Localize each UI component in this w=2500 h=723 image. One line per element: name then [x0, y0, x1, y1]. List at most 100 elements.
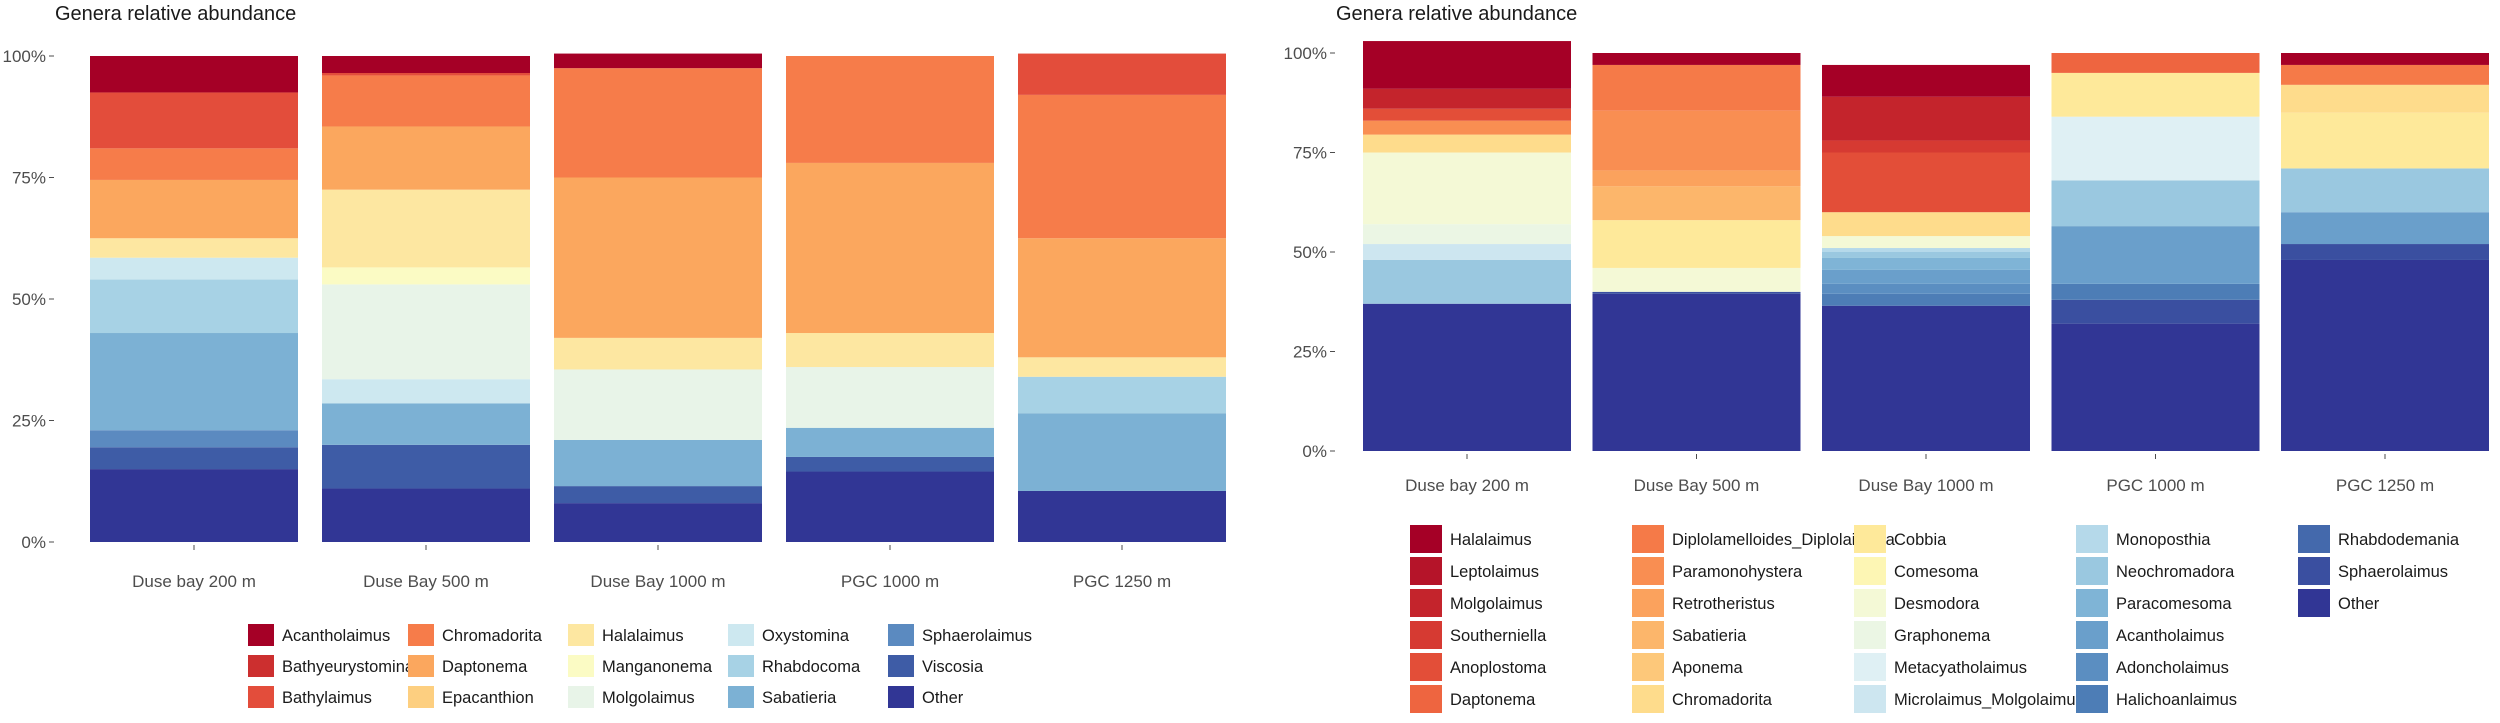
bar-segment-viscosia-4 — [786, 456, 994, 472]
bar-segment-other-1 — [90, 469, 298, 542]
legend-swatch-rhabdocoma — [728, 655, 754, 677]
x-tick-label: Duse Bay 1000 m — [1858, 476, 1993, 495]
bar-segment-anoplostoma-1 — [1363, 108, 1571, 121]
right-stacked-bar-chart: 0% 25% 50% 75% 100% Duse bay 200 m Duse Bay 50… — [1284, 41, 2489, 495]
legend-swatch-chromadorita — [408, 624, 434, 646]
x-tick-label: Duse Bay 500 m — [363, 572, 489, 591]
legend-swatch-halalaimus — [568, 624, 594, 646]
legend-label-bathylaimus: Bathylaimus — [282, 689, 372, 707]
left-stacked-bar-chart: 0% 25% 50% 75% 100% Duse bay 200 m Duse Bay 50… — [3, 47, 1226, 591]
legend-label-graphonema: Graphonema — [1894, 627, 1991, 645]
bar-segment-bathylaimus-1 — [90, 92, 298, 149]
legend-label-halalaimus: Halalaimus — [1450, 531, 1532, 549]
bar-segment-sabatieria-3 — [554, 439, 762, 487]
bar-segment-other-5 — [1018, 490, 1226, 542]
legend-swatch-aponema — [1632, 653, 1664, 681]
left-chart-title: Genera relative abundance — [55, 3, 296, 25]
right-chart-title: Genera relative abundance — [1336, 3, 1577, 25]
bar-segment-bathylaimus-5 — [1018, 53, 1226, 95]
legend-label-cobbia: Cobbia — [1894, 531, 1947, 549]
y-tick-label: 75% — [1293, 144, 1327, 163]
bar-segment-cobbia-2 — [1592, 220, 1801, 268]
legend-label-other: Other — [2338, 595, 2380, 613]
y-tick-label: 25% — [12, 412, 46, 431]
legend-swatch-anoplostoma — [1410, 653, 1442, 681]
y-tick-label: 0% — [21, 533, 46, 552]
legend-swatch-viscosia — [888, 655, 914, 677]
bar-segment-manganonema-2 — [322, 267, 530, 285]
bar-segment-other-3 — [1822, 305, 2030, 451]
legend-label-comesoma: Comesoma — [1894, 563, 1979, 581]
bar-segment-other-4 — [786, 471, 994, 542]
legend-label-diplolamelloides-diplolaimella: Diplolamelloides_Diplolaimella — [1672, 531, 1896, 549]
bar-segment-acantholaimus-3 — [1822, 269, 2030, 284]
x-tick-label: Duse bay 200 m — [132, 572, 256, 591]
bar-segment-molgolaimus-4 — [786, 367, 994, 428]
legend-swatch-sphaerolaimus — [2298, 557, 2330, 585]
legend-swatch-oxystomina — [728, 624, 754, 646]
legend-swatch-cobbia — [1854, 525, 1886, 553]
bar-segment-daptonema-4 — [2051, 53, 2260, 73]
bar-segment-daptonema-5 — [1018, 238, 1226, 358]
bar-segment-rhabdocoma-5 — [1018, 376, 1226, 414]
legend-swatch-diplolamelloides-diplolaimella — [1632, 525, 1664, 553]
legend-swatch-desmodora — [1854, 589, 1886, 617]
y-tick-label: 50% — [1293, 243, 1327, 262]
bar-segment-rhabdocoma-1 — [90, 279, 298, 334]
bar-segment-halalaimus-4 — [786, 333, 994, 368]
legend-swatch-comesoma — [1854, 557, 1886, 585]
legend-label-daptonema: Daptonema — [442, 658, 528, 676]
bar-segment-retrotheristus-2 — [1592, 170, 1801, 187]
legend-label-anoplostoma: Anoplostoma — [1450, 659, 1547, 677]
legend-swatch-halichoanlaimus — [2076, 685, 2108, 713]
bar-segment-chromadorita-2 — [322, 75, 530, 127]
bar-segment-chromadorita-1 — [1363, 134, 1571, 153]
bar-segment-chromadorita-5 — [1018, 94, 1226, 239]
legend-swatch-microlaimus-molgolaimus — [1854, 685, 1886, 713]
bar-segment-viscosia-1 — [90, 447, 298, 470]
legend-label-desmodora: Desmodora — [1894, 595, 1980, 613]
legend-label-paramonohystera: Paramonohystera — [1672, 563, 1803, 581]
legend-label-sabatieria: Sabatieria — [1672, 627, 1747, 645]
legend-label-other: Other — [922, 689, 964, 707]
bar-segment-oxystomina-2 — [322, 379, 530, 404]
legend-label-aponema: Aponema — [1672, 659, 1743, 677]
bar-segment-halalaimus-3 — [1822, 64, 2030, 97]
legend-label-oxystomina: Oxystomina — [762, 627, 850, 645]
bar-segment-metacyatholaimus-4 — [2051, 116, 2260, 181]
x-tick-label: Duse bay 200 m — [1405, 476, 1529, 495]
legend-swatch-acantholaimus — [2076, 621, 2108, 649]
bar-segment-molgolaimus-3 — [554, 369, 762, 440]
legend-label-acantholaimus: Acantholaimus — [282, 627, 390, 645]
legend-label-bathyeurystomina: Bathyeurystomina — [282, 658, 415, 676]
legend-swatch-bathyeurystomina — [248, 655, 274, 677]
y-tick-label: 100% — [3, 47, 46, 66]
bar-segment-halalaimus-2 — [1592, 53, 1801, 65]
legend-label-paracomesoma: Paracomesoma — [2116, 595, 2232, 613]
legend-label-daptonema: Daptonema — [1450, 691, 1536, 709]
bar-segment-paramonohystera-1 — [1363, 120, 1571, 135]
legend-label-epacanthion: Epacanthion — [442, 689, 534, 707]
legend-swatch-chromadorita — [1632, 685, 1664, 713]
legend-swatch-adoncholaimus — [2076, 653, 2108, 681]
bar-segment-cobbia-5 — [2281, 112, 2489, 169]
legend-swatch-metacyatholaimus — [1854, 653, 1886, 681]
legend-label-retrotheristus: Retrotheristus — [1672, 595, 1775, 613]
x-tick-label: PGC 1000 m — [2106, 476, 2204, 495]
bar-segment-cobbia-4 — [2051, 72, 2260, 117]
legend-label-metacyatholaimus: Metacyatholaimus — [1894, 659, 2027, 677]
bar-segment-molgolaimus-3 — [1822, 96, 2030, 141]
legend-swatch-other — [2298, 589, 2330, 617]
x-tick-label: PGC 1250 m — [2336, 476, 2434, 495]
bar-segment-viscosia-2 — [322, 444, 530, 489]
bar-segment-halalaimus-2 — [322, 189, 530, 268]
bar-segment-anoplostoma-3 — [1822, 152, 2030, 213]
legend-swatch-bathylaimus — [248, 686, 274, 708]
legend-label-manganonema: Manganonema — [602, 658, 713, 676]
bar-segment-microlaimus-molgolaimus-1 — [1363, 244, 1571, 260]
legend-swatch-graphonema — [1854, 621, 1886, 649]
bar-segment-halalaimus-3 — [554, 337, 762, 370]
legend-swatch-paracomesoma — [2076, 589, 2108, 617]
legend-label-adoncholaimus: Adoncholaimus — [2116, 659, 2229, 677]
